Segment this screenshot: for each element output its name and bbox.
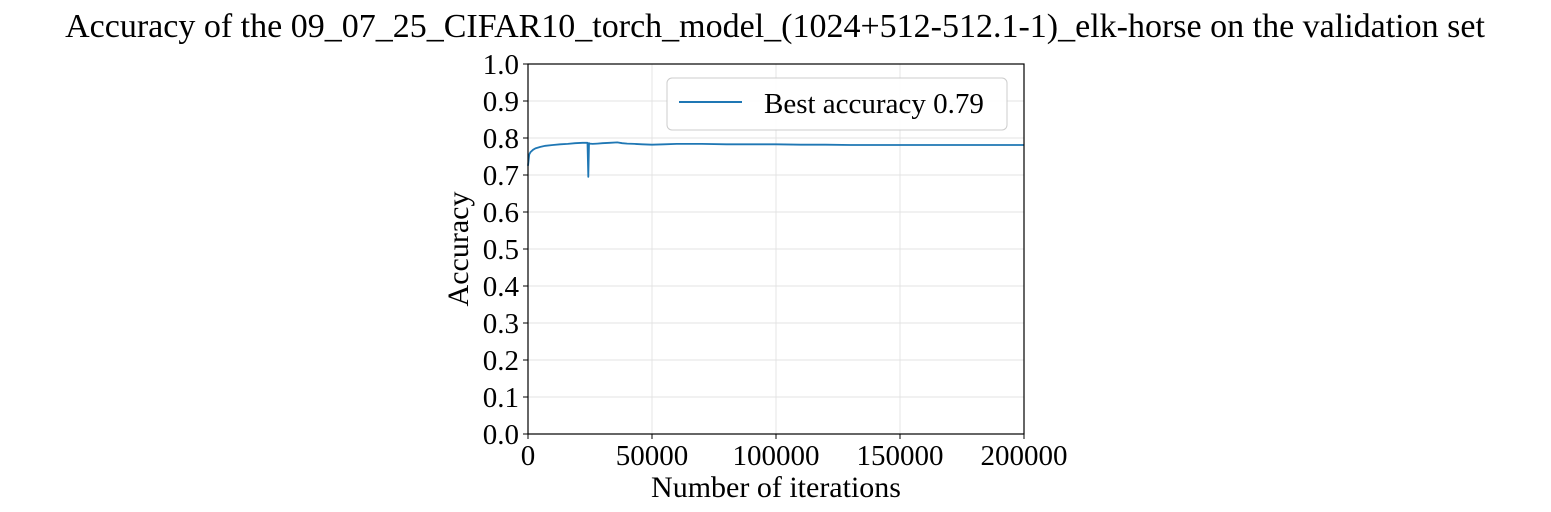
y-tick-label: 1.0: [483, 49, 519, 81]
y-tick-label: 0.6: [483, 197, 519, 229]
legend-label: Best accuracy 0.79: [764, 88, 984, 120]
y-tick-label: 0.5: [483, 234, 519, 266]
line-layer: [527, 141, 1024, 178]
x-axis-label: Number of iterations: [651, 471, 901, 504]
legend-box: [666, 77, 1008, 131]
y-axis-label: Accuracy: [442, 192, 475, 307]
x-tick-label: 50000: [616, 440, 689, 472]
legend: Best accuracy 0.79: [666, 77, 1008, 131]
x-tick-label: 100000: [733, 440, 820, 472]
y-tick-label: 0.3: [483, 308, 519, 340]
y-tick-label: 0.2: [483, 345, 519, 377]
y-tick-label: 0.9: [483, 86, 519, 118]
y-tick-label: 0.8: [483, 123, 519, 155]
y-axis: 0.0 0.1 0.2 0.3 0.4 0.5 0.6 0.7 0.8 0.9 1.0: [483, 49, 528, 451]
y-tick-label: 0.7: [483, 160, 519, 192]
x-tick-label: 200000: [981, 440, 1068, 472]
y-tick-label: 0.4: [483, 271, 520, 303]
x-tick-label: 0: [521, 440, 536, 472]
x-axis: 0 50000 100000 150000 200000: [521, 434, 1068, 472]
chart-title: Accuracy of the 09_07_25_CIFAR10_torch_m…: [65, 8, 1485, 45]
x-tick-label: 150000: [857, 440, 944, 472]
series-line: [527, 141, 1024, 178]
y-tick-label: 0.0: [483, 419, 519, 451]
y-tick-label: 0.1: [483, 382, 519, 414]
